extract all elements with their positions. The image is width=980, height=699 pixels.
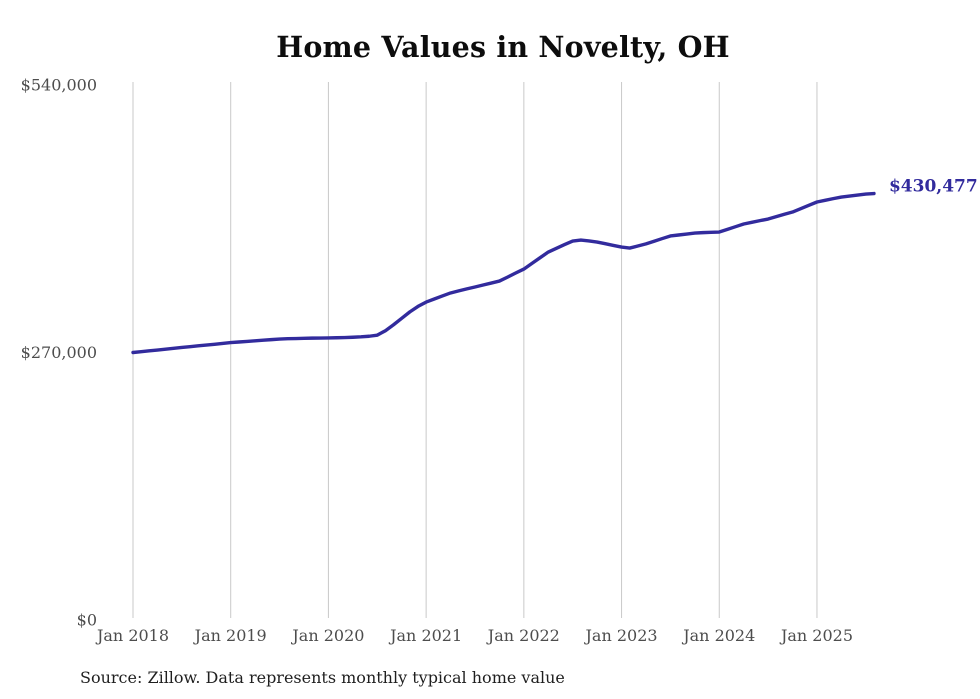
x-tick-label: Jan 2025 [779,626,853,645]
x-tick-label: Jan 2018 [95,626,169,645]
x-tick-label: Jan 2023 [584,626,658,645]
value-line [131,191,876,355]
source-note: Source: Zillow. Data represents monthly … [80,668,565,687]
y-tick-label: $540,000 [21,76,97,95]
x-tick-label: Jan 2020 [290,626,364,645]
end-value-label: $430,477 [889,177,978,197]
chart-title: Home Values in Novelty, OH [276,30,730,64]
y-tick-label: $0 [77,611,97,630]
x-tick-label: Jan 2021 [388,626,462,645]
x-tick-label: Jan 2022 [486,626,560,645]
y-tick-label: $270,000 [21,343,97,362]
x-tick-label: Jan 2019 [193,626,267,645]
x-tick-label: Jan 2024 [681,626,755,645]
